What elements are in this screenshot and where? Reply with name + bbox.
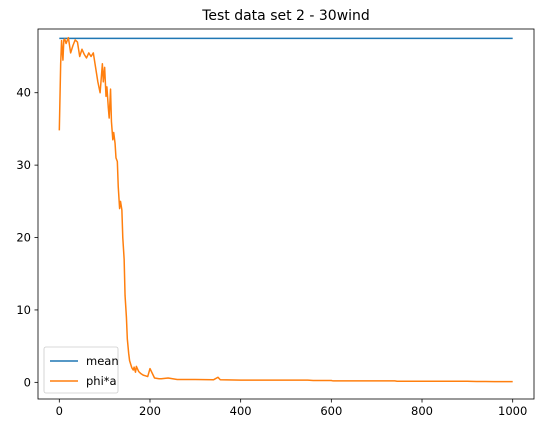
y-tick-label: 20 bbox=[16, 231, 31, 245]
y-tick-label: 0 bbox=[24, 375, 31, 389]
y-tick-label: 30 bbox=[16, 158, 31, 172]
y-tick-label: 40 bbox=[16, 86, 31, 100]
y-tick-label: 10 bbox=[16, 303, 31, 317]
legend: mean phi*a bbox=[43, 346, 119, 394]
x-tick-label: 600 bbox=[320, 404, 342, 418]
series-layer bbox=[58, 36, 513, 383]
x-tick-label: 400 bbox=[230, 404, 252, 418]
legend-label: mean bbox=[86, 354, 119, 368]
legend-label: phi*a bbox=[86, 374, 117, 388]
x-tick-label: 800 bbox=[411, 404, 433, 418]
axes-layer: 0 200 400 600 800 1000 0 10 20 30 40 bbox=[16, 28, 535, 418]
x-tick-label: 0 bbox=[56, 404, 63, 418]
x-tick-label: 1000 bbox=[498, 404, 527, 418]
plot-frame bbox=[37, 28, 535, 400]
x-tick-label: 200 bbox=[139, 404, 161, 418]
chart-title: Test data set 2 - 30wind bbox=[201, 8, 370, 24]
plot-background bbox=[38, 29, 534, 399]
series-line-1 bbox=[58, 36, 513, 383]
